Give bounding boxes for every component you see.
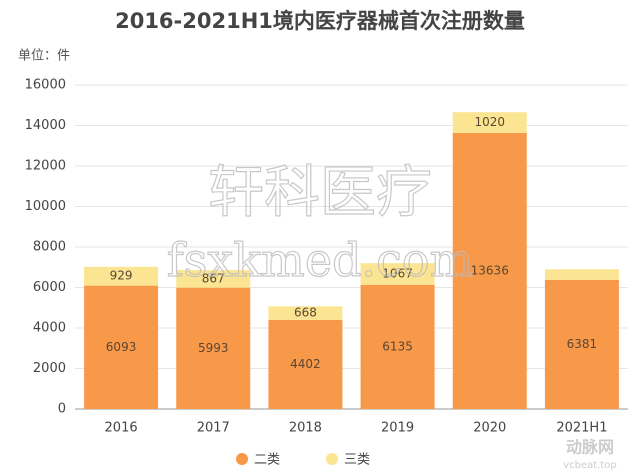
- bar-segment: [360, 284, 435, 409]
- legend-label: 三类: [344, 453, 370, 468]
- chart-title: 2016-2021H1境内医疗器械首次注册数量: [115, 9, 525, 33]
- y-tick-label: 10000: [25, 199, 66, 214]
- data-label: 6135: [382, 339, 413, 353]
- legend-label: 二类: [254, 453, 280, 468]
- data-label: 13636: [471, 263, 509, 277]
- y-axis-label: 单位：件: [18, 49, 70, 64]
- bar-segment: [176, 287, 251, 409]
- data-label: 6381: [567, 337, 598, 351]
- y-tick-label: 4000: [33, 321, 66, 336]
- logo-text: 动脉网: [566, 438, 614, 457]
- data-label: 867: [202, 271, 225, 285]
- bar-segment: [544, 279, 619, 409]
- y-tick-label: 6000: [33, 280, 66, 295]
- data-label: 5993: [198, 341, 229, 355]
- data-label: 1020: [474, 115, 505, 129]
- bar-segment: [452, 132, 527, 409]
- bar-segment: [544, 269, 619, 280]
- bar-segment: [268, 319, 343, 409]
- bar-segment: [360, 263, 435, 285]
- logo-url: vcbeat.top: [563, 460, 617, 471]
- bar-segment: [452, 112, 527, 133]
- legend-swatch: [326, 453, 338, 465]
- data-label: 6093: [106, 340, 137, 354]
- y-tick-label: 14000: [25, 118, 66, 133]
- legend-swatch: [236, 453, 248, 465]
- watermark: 轩科医疗: [208, 161, 432, 226]
- y-tick-label: 2000: [33, 361, 66, 376]
- x-tick-label: 2020: [473, 421, 506, 436]
- y-tick-label: 8000: [33, 240, 66, 255]
- x-tick-label: 2018: [289, 421, 322, 436]
- data-label: 1067: [382, 266, 413, 280]
- y-tick-label: 0: [58, 402, 66, 417]
- x-tick-label: 2021H1: [556, 421, 607, 436]
- bar-segment: [268, 306, 343, 320]
- watermark: fsxkmed.com: [167, 233, 473, 287]
- x-tick-label: 2016: [105, 421, 138, 436]
- y-tick-label: 16000: [25, 78, 66, 93]
- x-tick-label: 2019: [381, 421, 414, 436]
- bar-segment: [84, 266, 159, 286]
- bar-segment: [176, 270, 251, 288]
- bar-segment: [84, 285, 159, 409]
- x-tick-label: 2017: [197, 421, 230, 436]
- plot: 0 2000 4000 6000 8000 10000 12000 14000 16000 201…: [25, 78, 628, 468]
- data-label: 929: [110, 269, 133, 283]
- y-tick-label: 12000: [25, 159, 66, 174]
- data-label: 4402: [290, 357, 321, 371]
- data-label: 668: [294, 306, 317, 320]
